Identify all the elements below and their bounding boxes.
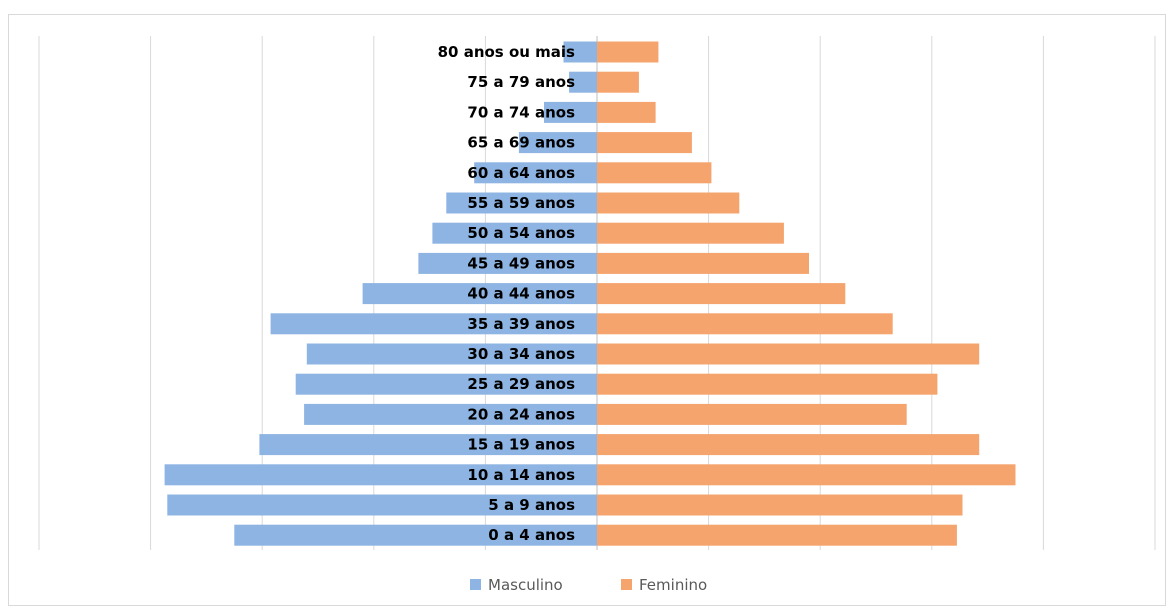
bars bbox=[164, 41, 1016, 546]
bar-masculino bbox=[432, 222, 597, 244]
category-label: 65 a 69 anos bbox=[467, 134, 575, 152]
legend-swatch-masculino bbox=[470, 579, 481, 590]
legend-label-feminino: Feminino bbox=[639, 576, 707, 594]
bar-masculino bbox=[418, 252, 597, 274]
category-label: 70 a 74 anos bbox=[467, 103, 575, 121]
bar-masculino bbox=[304, 403, 597, 425]
bar-masculino bbox=[362, 283, 597, 305]
bar-feminino bbox=[597, 192, 740, 214]
bar-feminino bbox=[597, 494, 963, 516]
category-label: 75 a 79 anos bbox=[467, 73, 575, 91]
category-label: 60 a 64 anos bbox=[467, 164, 575, 182]
bar-masculino bbox=[259, 434, 597, 456]
category-label: 25 a 29 anos bbox=[467, 375, 575, 393]
bar-masculino bbox=[474, 162, 597, 184]
bar-masculino bbox=[270, 313, 597, 335]
bar-feminino bbox=[597, 464, 1016, 486]
bar-masculino bbox=[164, 464, 597, 486]
bar-feminino bbox=[597, 283, 846, 305]
chart-area: 80 anos ou mais 75 a 79 anos 70 a 74 anos 6… bbox=[8, 14, 1166, 606]
bar-feminino bbox=[597, 252, 809, 274]
bar-masculino bbox=[563, 41, 597, 63]
bar-masculino bbox=[295, 373, 597, 395]
bar-feminino bbox=[597, 222, 784, 244]
bar-masculino bbox=[306, 343, 597, 365]
category-label: 5 a 9 anos bbox=[488, 496, 575, 514]
bar-feminino bbox=[597, 41, 659, 63]
bar-feminino bbox=[597, 313, 893, 335]
bar-feminino bbox=[597, 373, 938, 395]
bar-masculino bbox=[518, 132, 597, 154]
bar-feminino bbox=[597, 434, 980, 456]
bar-feminino bbox=[597, 132, 692, 154]
category-label: 80 anos ou mais bbox=[438, 43, 575, 61]
category-label: 15 a 19 anos bbox=[467, 436, 575, 454]
bar-masculino bbox=[544, 101, 597, 123]
population-pyramid-chart: 80 anos ou mais 75 a 79 anos 70 a 74 anos 6… bbox=[38, 36, 1156, 594]
category-label: 45 a 49 anos bbox=[467, 254, 575, 272]
category-label: 0 a 4 anos bbox=[488, 526, 575, 544]
category-labels: 80 anos ou mais 75 a 79 anos 70 a 74 anos 6… bbox=[438, 43, 575, 544]
legend-swatch-feminino bbox=[621, 579, 632, 590]
legend: Masculino Feminino bbox=[470, 576, 707, 594]
category-label: 10 a 14 anos bbox=[467, 466, 575, 484]
bar-masculino bbox=[234, 524, 598, 546]
category-label: 55 a 59 anos bbox=[467, 194, 575, 212]
bar-masculino bbox=[167, 494, 598, 516]
bar-feminino bbox=[597, 524, 957, 546]
bar-feminino bbox=[597, 162, 712, 184]
category-label: 30 a 34 anos bbox=[467, 345, 575, 363]
bar-masculino bbox=[569, 71, 597, 93]
category-label: 50 a 54 anos bbox=[467, 224, 575, 242]
category-label: 40 a 44 anos bbox=[467, 285, 575, 303]
bar-feminino bbox=[597, 403, 907, 425]
bar-feminino bbox=[597, 71, 639, 93]
category-label: 35 a 39 anos bbox=[467, 315, 575, 333]
category-label: 20 a 24 anos bbox=[467, 405, 575, 423]
legend-label-masculino: Masculino bbox=[488, 576, 563, 594]
bar-feminino bbox=[597, 343, 980, 365]
bar-feminino bbox=[597, 101, 656, 123]
bar-masculino bbox=[446, 192, 597, 214]
